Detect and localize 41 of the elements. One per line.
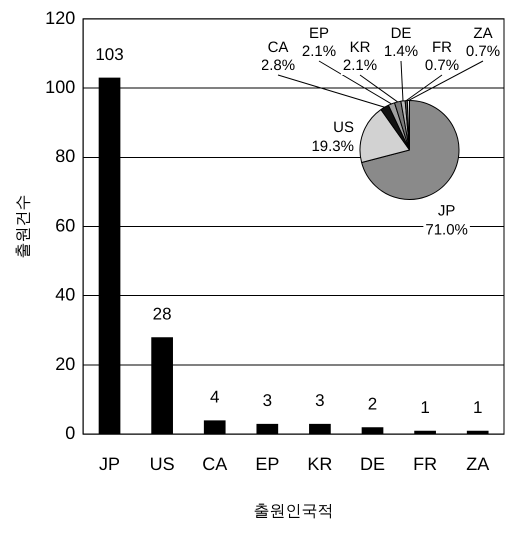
data-label: 3 bbox=[315, 391, 325, 410]
data-label: 3 bbox=[262, 391, 272, 410]
data-label: 2.1% bbox=[302, 43, 336, 60]
y-tick-label: 60 bbox=[55, 215, 76, 236]
y-tick-label: 20 bbox=[55, 354, 76, 374]
x-tick-label: KR bbox=[307, 454, 332, 474]
x-tick-label: FR bbox=[413, 454, 438, 474]
x-tick-label: CA bbox=[202, 454, 228, 474]
data-label: 1 bbox=[472, 398, 482, 417]
data-label: 0.7% bbox=[466, 43, 500, 60]
data-label: 19.3% bbox=[311, 138, 354, 156]
data-label: 1.4% bbox=[384, 43, 418, 60]
y-tick-label: 80 bbox=[55, 146, 76, 166]
data-label: 103 bbox=[95, 44, 124, 64]
data-label: 71.0% bbox=[425, 222, 468, 239]
slice-label: US bbox=[333, 119, 354, 136]
x-tick-label: US bbox=[150, 454, 175, 474]
y-tick-label: 40 bbox=[55, 284, 76, 305]
x-tick-label: DE bbox=[360, 454, 386, 474]
slice-label: KR bbox=[350, 39, 371, 56]
data-label: 2 bbox=[368, 394, 378, 414]
slice-label: ZA bbox=[473, 25, 493, 42]
x-tick-label: JP bbox=[99, 454, 120, 474]
data-label: 4 bbox=[210, 388, 220, 407]
y-tick-label: 100 bbox=[45, 77, 76, 97]
x-tick-label: ZA bbox=[466, 454, 490, 474]
data-label: 0.7% bbox=[424, 57, 460, 74]
x-axis-title: 출원인국적 bbox=[254, 502, 334, 520]
slice-label: EP bbox=[308, 25, 330, 42]
slice-label: CA bbox=[268, 39, 288, 56]
x-tick-label: EP bbox=[255, 454, 280, 474]
data-label: 1 bbox=[420, 398, 430, 417]
data-label: 2.8% bbox=[260, 57, 296, 74]
data-label: 28 bbox=[152, 304, 172, 324]
y-tick-label: 120 bbox=[45, 8, 76, 28]
slice-label: JP bbox=[438, 202, 456, 220]
y-tick-label: 0 bbox=[65, 423, 76, 444]
slice-label: FR bbox=[432, 39, 452, 56]
slice-label: DE bbox=[390, 25, 412, 42]
y-axis-title: 출원건수 bbox=[15, 194, 32, 258]
data-label: 2.1% bbox=[342, 57, 378, 74]
